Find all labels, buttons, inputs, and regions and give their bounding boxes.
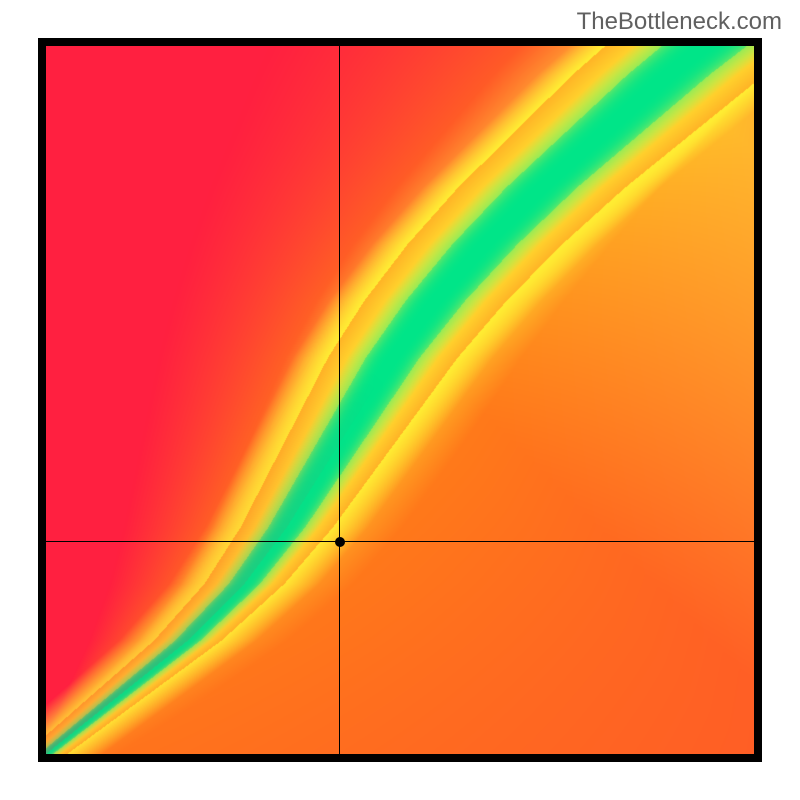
crosshair-marker bbox=[335, 537, 345, 547]
chart-area bbox=[46, 46, 754, 754]
watermark-text: TheBottleneck.com bbox=[577, 8, 782, 36]
heatmap-canvas bbox=[46, 46, 754, 754]
chart-border bbox=[38, 38, 762, 762]
crosshair-horizontal bbox=[46, 541, 754, 542]
crosshair-vertical bbox=[339, 46, 340, 754]
